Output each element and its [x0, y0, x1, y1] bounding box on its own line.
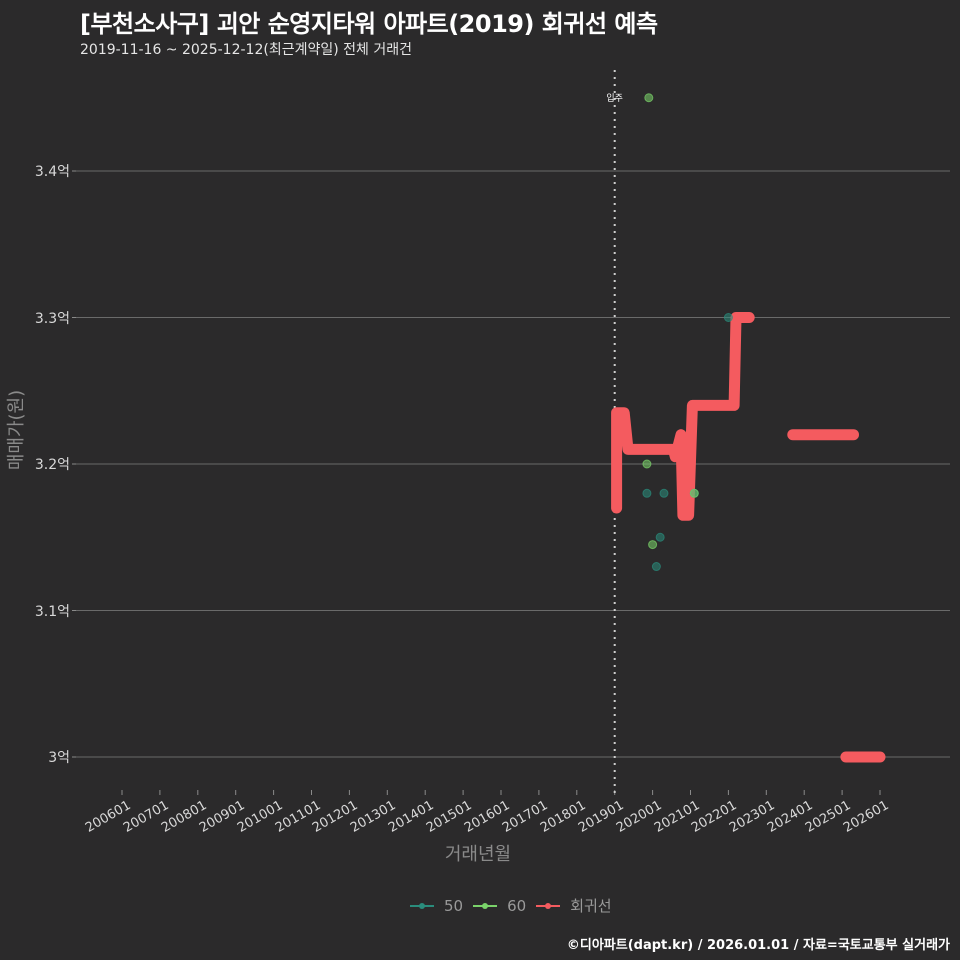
legend-item: 60 — [473, 897, 526, 915]
data-point-60 — [689, 488, 699, 498]
source-caption: ©디아파트(dapt.kr) / 2026.01.01 / 자료=국토교통부 실… — [566, 938, 950, 953]
x-axis-label: 거래년월 — [444, 844, 512, 865]
data-point-50 — [655, 532, 665, 542]
data-point-60 — [644, 93, 654, 103]
data-point-50 — [642, 488, 652, 498]
y-tick-label: 3억 — [48, 750, 70, 766]
chart-subtitle: 2019-11-16 ~ 2025-12-12(최근계약일) 전체 거래건 — [80, 42, 412, 58]
data-point-60 — [648, 540, 658, 550]
data-point-50 — [659, 488, 669, 498]
legend-key-icon — [410, 898, 434, 914]
legend-label: 회귀선 — [570, 897, 612, 915]
legend-item: 회귀선 — [536, 895, 612, 916]
regression-line — [611, 312, 755, 521]
legend-item: 50 — [410, 897, 463, 915]
y-tick-label: 3.2억 — [34, 457, 70, 473]
y-tick-label: 3.4억 — [34, 164, 70, 180]
data-point-60 — [642, 459, 652, 469]
legend-key-icon — [536, 898, 561, 914]
legend-label: 60 — [507, 896, 527, 915]
chart-title: [부천소사구] 괴안 순영지타워 아파트(2019) 회귀선 예측 — [80, 10, 658, 38]
y-axis-label: 매매가(원) — [6, 389, 27, 471]
y-tick-label: 3.1억 — [34, 603, 70, 620]
legend-key-icon — [473, 898, 498, 914]
y-tick-label: 3.3억 — [34, 310, 70, 327]
legend-label: 50 — [444, 896, 464, 915]
move-in-label: 입주 — [606, 92, 623, 104]
data-point-50 — [651, 562, 661, 572]
legend: 50 60 회귀선 — [410, 895, 622, 916]
data-point-50 — [723, 313, 733, 322]
